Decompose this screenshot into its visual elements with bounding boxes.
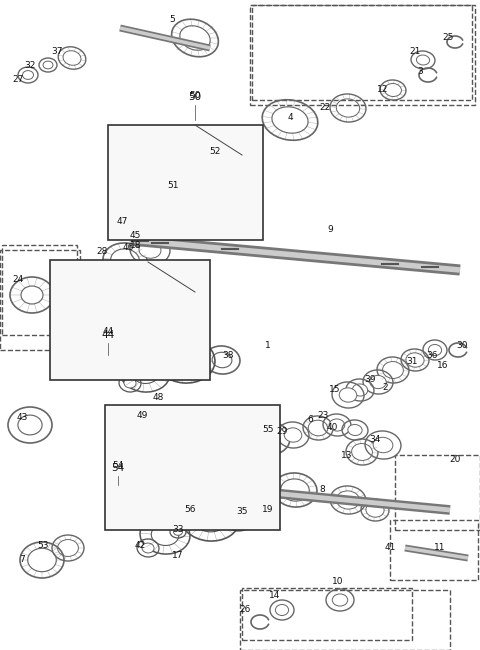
- Ellipse shape: [23, 71, 34, 79]
- Ellipse shape: [339, 388, 357, 402]
- Text: 16: 16: [437, 361, 449, 369]
- Text: 50: 50: [189, 92, 202, 102]
- Text: 28: 28: [96, 248, 108, 257]
- Ellipse shape: [284, 428, 302, 442]
- Ellipse shape: [124, 378, 136, 388]
- Text: 20: 20: [449, 456, 461, 465]
- Text: 53: 53: [37, 541, 49, 549]
- Text: 52: 52: [209, 148, 221, 157]
- Text: 3: 3: [417, 68, 423, 77]
- Text: 56: 56: [184, 506, 196, 515]
- Text: 19: 19: [262, 506, 274, 515]
- Text: 5: 5: [169, 16, 175, 25]
- Text: 6: 6: [307, 415, 313, 424]
- Text: 4: 4: [287, 114, 293, 122]
- Text: 33: 33: [172, 525, 184, 534]
- Text: 39: 39: [364, 376, 376, 385]
- Ellipse shape: [18, 415, 42, 435]
- Ellipse shape: [256, 428, 280, 447]
- Ellipse shape: [352, 384, 368, 396]
- Text: 22: 22: [319, 103, 331, 112]
- Text: 38: 38: [222, 350, 234, 359]
- Text: 36: 36: [426, 350, 438, 359]
- Text: 37: 37: [51, 47, 63, 57]
- Bar: [395, 455, 480, 530]
- Text: 13: 13: [341, 450, 353, 460]
- Text: 9: 9: [327, 226, 333, 235]
- Text: 31: 31: [406, 358, 418, 367]
- Ellipse shape: [43, 61, 53, 69]
- Text: 11: 11: [434, 543, 446, 552]
- Text: 29: 29: [276, 428, 288, 437]
- Ellipse shape: [174, 185, 182, 191]
- Bar: [252, 5, 472, 100]
- Ellipse shape: [329, 419, 345, 431]
- Bar: [240, 590, 450, 650]
- Text: 7: 7: [19, 556, 25, 564]
- Ellipse shape: [373, 437, 393, 452]
- Text: 46: 46: [122, 244, 134, 252]
- Text: 35: 35: [236, 508, 248, 517]
- Text: 55: 55: [262, 426, 274, 434]
- Bar: [50, 260, 210, 380]
- Bar: [242, 588, 412, 640]
- Text: 21: 21: [409, 47, 420, 57]
- Text: 15: 15: [329, 385, 341, 395]
- Text: 10: 10: [332, 577, 344, 586]
- Ellipse shape: [173, 151, 197, 169]
- Text: 44: 44: [102, 328, 114, 337]
- Bar: [2, 245, 77, 335]
- Text: 51: 51: [167, 181, 179, 190]
- Bar: [390, 520, 478, 580]
- Text: 42: 42: [134, 541, 145, 549]
- Ellipse shape: [276, 604, 288, 616]
- Text: 12: 12: [377, 86, 389, 94]
- Text: 8: 8: [319, 486, 325, 495]
- Bar: [0, 250, 80, 350]
- Text: 41: 41: [384, 543, 396, 552]
- Text: 50: 50: [189, 90, 201, 99]
- Text: 48: 48: [152, 393, 164, 402]
- Ellipse shape: [174, 528, 182, 536]
- Ellipse shape: [417, 55, 430, 65]
- Text: 26: 26: [240, 606, 251, 614]
- Ellipse shape: [332, 594, 348, 606]
- Text: 49: 49: [136, 411, 148, 419]
- Ellipse shape: [348, 424, 362, 436]
- Text: 1: 1: [265, 341, 271, 350]
- Text: 47: 47: [116, 218, 128, 226]
- Text: 43: 43: [16, 413, 28, 423]
- Bar: [105, 405, 280, 530]
- Ellipse shape: [140, 205, 151, 214]
- Text: 14: 14: [269, 590, 281, 599]
- Ellipse shape: [143, 413, 154, 423]
- Text: 44: 44: [101, 330, 115, 340]
- Text: 18: 18: [130, 240, 142, 250]
- Text: 30: 30: [456, 341, 468, 350]
- Text: 54: 54: [111, 463, 125, 473]
- Text: 24: 24: [12, 276, 24, 285]
- Text: 54: 54: [112, 460, 124, 469]
- Bar: [250, 5, 475, 105]
- Ellipse shape: [212, 352, 232, 368]
- Ellipse shape: [139, 242, 161, 258]
- Ellipse shape: [370, 376, 386, 389]
- Text: 2: 2: [382, 384, 388, 393]
- Ellipse shape: [429, 344, 442, 356]
- Text: 32: 32: [24, 60, 36, 70]
- Text: 34: 34: [369, 436, 381, 445]
- Text: 17: 17: [172, 551, 184, 560]
- Ellipse shape: [230, 514, 246, 526]
- Text: 23: 23: [317, 411, 329, 419]
- Bar: [108, 125, 263, 240]
- Text: 27: 27: [12, 75, 24, 84]
- Text: 45: 45: [129, 231, 141, 239]
- Ellipse shape: [142, 543, 154, 553]
- Text: 25: 25: [442, 34, 454, 42]
- Text: 40: 40: [326, 424, 338, 432]
